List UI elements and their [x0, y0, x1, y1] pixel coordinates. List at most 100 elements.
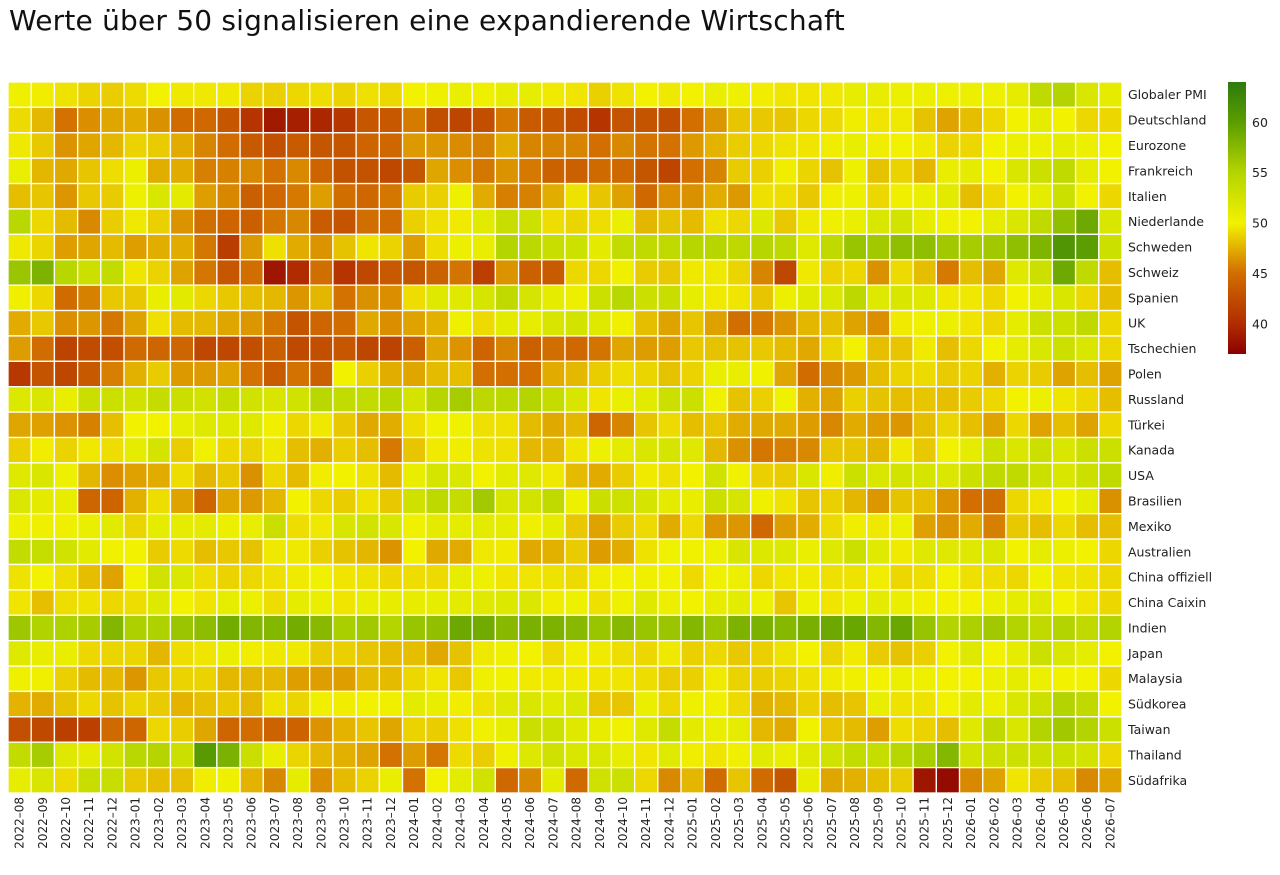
- heatmap-cell: [100, 614, 125, 642]
- heatmap-cell: [123, 81, 148, 109]
- heatmap-cell: [610, 386, 636, 413]
- heatmap-cell: [889, 259, 914, 286]
- heatmap-cell: [193, 741, 218, 769]
- heatmap-cell: [935, 665, 961, 693]
- heatmap-cell: [146, 716, 172, 743]
- heatmap-cell: [285, 360, 311, 388]
- heatmap-cell: [564, 157, 589, 185]
- heatmap-cell: [1098, 665, 1123, 693]
- heatmap-cell: [76, 335, 102, 362]
- heatmap-cell: [750, 462, 775, 489]
- heatmap-cell: [1098, 766, 1123, 794]
- heatmap-cell: [889, 513, 914, 540]
- heatmap-cell: [53, 462, 79, 489]
- heatmap-cell: [123, 284, 148, 312]
- heatmap-cell: [773, 614, 798, 642]
- heatmap-cell: [680, 639, 705, 667]
- heatmap-cell: [750, 538, 775, 566]
- heatmap-cell: [100, 487, 125, 515]
- heatmap-cell: [564, 538, 589, 566]
- heatmap-cell: [401, 665, 427, 693]
- heatmap-cell: [332, 639, 357, 667]
- heatmap-cell: [1098, 411, 1123, 439]
- heatmap-cell: [262, 132, 288, 159]
- heatmap-cell: [285, 665, 311, 693]
- heatmap-cell: [982, 716, 1007, 743]
- heatmap-cell: [401, 741, 427, 769]
- heatmap-cell: [610, 81, 636, 109]
- heatmap-cell: [494, 284, 520, 312]
- row-label: Brasilien: [1128, 493, 1182, 508]
- legend-tick-label: 50: [1252, 216, 1268, 231]
- heatmap-cell: [53, 106, 79, 134]
- heatmap-cell: [355, 132, 380, 159]
- heatmap-cell: [448, 309, 473, 337]
- heatmap-cell: [146, 665, 172, 693]
- heatmap-cell: [401, 284, 427, 312]
- heatmap-cell: [169, 208, 195, 236]
- heatmap-cell: [216, 741, 241, 769]
- heatmap-cell: [448, 157, 473, 185]
- heatmap-cell: [76, 563, 102, 591]
- heatmap-cell: [401, 589, 427, 616]
- heatmap-cell: [633, 259, 659, 286]
- legend-color-bar: [1228, 82, 1246, 354]
- heatmap-cell: [541, 487, 566, 515]
- heatmap-cell: [982, 360, 1007, 388]
- heatmap-cell: [401, 614, 427, 642]
- heatmap-cell: [448, 513, 473, 540]
- column-labels: 2022–08 2022–09 2022–10 2022–11 2022–12 2023–…: [13, 797, 1118, 849]
- heatmap-cell: [169, 487, 195, 515]
- heatmap-cell: [935, 81, 961, 109]
- heatmap-cell: [146, 106, 172, 134]
- heatmap-cell: [564, 208, 589, 236]
- column-label: 2023–10: [338, 797, 352, 849]
- heatmap-cell: [842, 106, 868, 134]
- heatmap-cell: [285, 716, 311, 743]
- heatmap-cell: [889, 487, 914, 515]
- heatmap-cell: [76, 462, 102, 489]
- heatmap-cell: [866, 614, 891, 642]
- heatmap-cell: [866, 233, 891, 261]
- heatmap-cell: [958, 513, 984, 540]
- heatmap-cell: [53, 639, 79, 667]
- heatmap-cell: [471, 741, 497, 769]
- heatmap-cell: [633, 690, 659, 718]
- heatmap-cell: [309, 284, 334, 312]
- heatmap-cell: [332, 157, 357, 185]
- heatmap-cell: [425, 639, 450, 667]
- heatmap-cell: [657, 741, 682, 769]
- heatmap-cell: [216, 462, 241, 489]
- heatmap-cell: [912, 563, 937, 591]
- heatmap-cell: [1051, 563, 1077, 591]
- heatmap-cell: [471, 462, 497, 489]
- heatmap-cell: [146, 182, 172, 210]
- heatmap-cell: [1098, 259, 1123, 286]
- heatmap-cell: [123, 386, 148, 413]
- heatmap-cell: [30, 182, 56, 210]
- heatmap-cell: [146, 411, 172, 439]
- heatmap-cell: [471, 81, 497, 109]
- column-label: 2024–04: [477, 797, 491, 849]
- heatmap-cell: [401, 411, 427, 439]
- heatmap-cell: [750, 157, 775, 185]
- heatmap-cell: [750, 436, 775, 464]
- heatmap-cell: [193, 335, 218, 362]
- heatmap-cell: [169, 411, 195, 439]
- heatmap-cell: [982, 766, 1007, 794]
- heatmap-cell: [958, 639, 984, 667]
- heatmap-cell: [1051, 589, 1077, 616]
- heatmap-cell: [1005, 81, 1030, 109]
- heatmap-cell: [657, 335, 682, 362]
- heatmap-cell: [378, 487, 404, 515]
- heatmap-cell: [285, 487, 311, 515]
- heatmap-cell: [7, 538, 32, 566]
- heatmap-cell: [680, 665, 705, 693]
- heatmap-cell: [610, 106, 636, 134]
- heatmap-cell: [726, 284, 752, 312]
- heatmap-cell: [842, 589, 868, 616]
- heatmap-cell: [703, 690, 729, 718]
- heatmap-cell: [517, 132, 543, 159]
- heatmap-cell: [239, 284, 264, 312]
- heatmap-cell: [285, 741, 311, 769]
